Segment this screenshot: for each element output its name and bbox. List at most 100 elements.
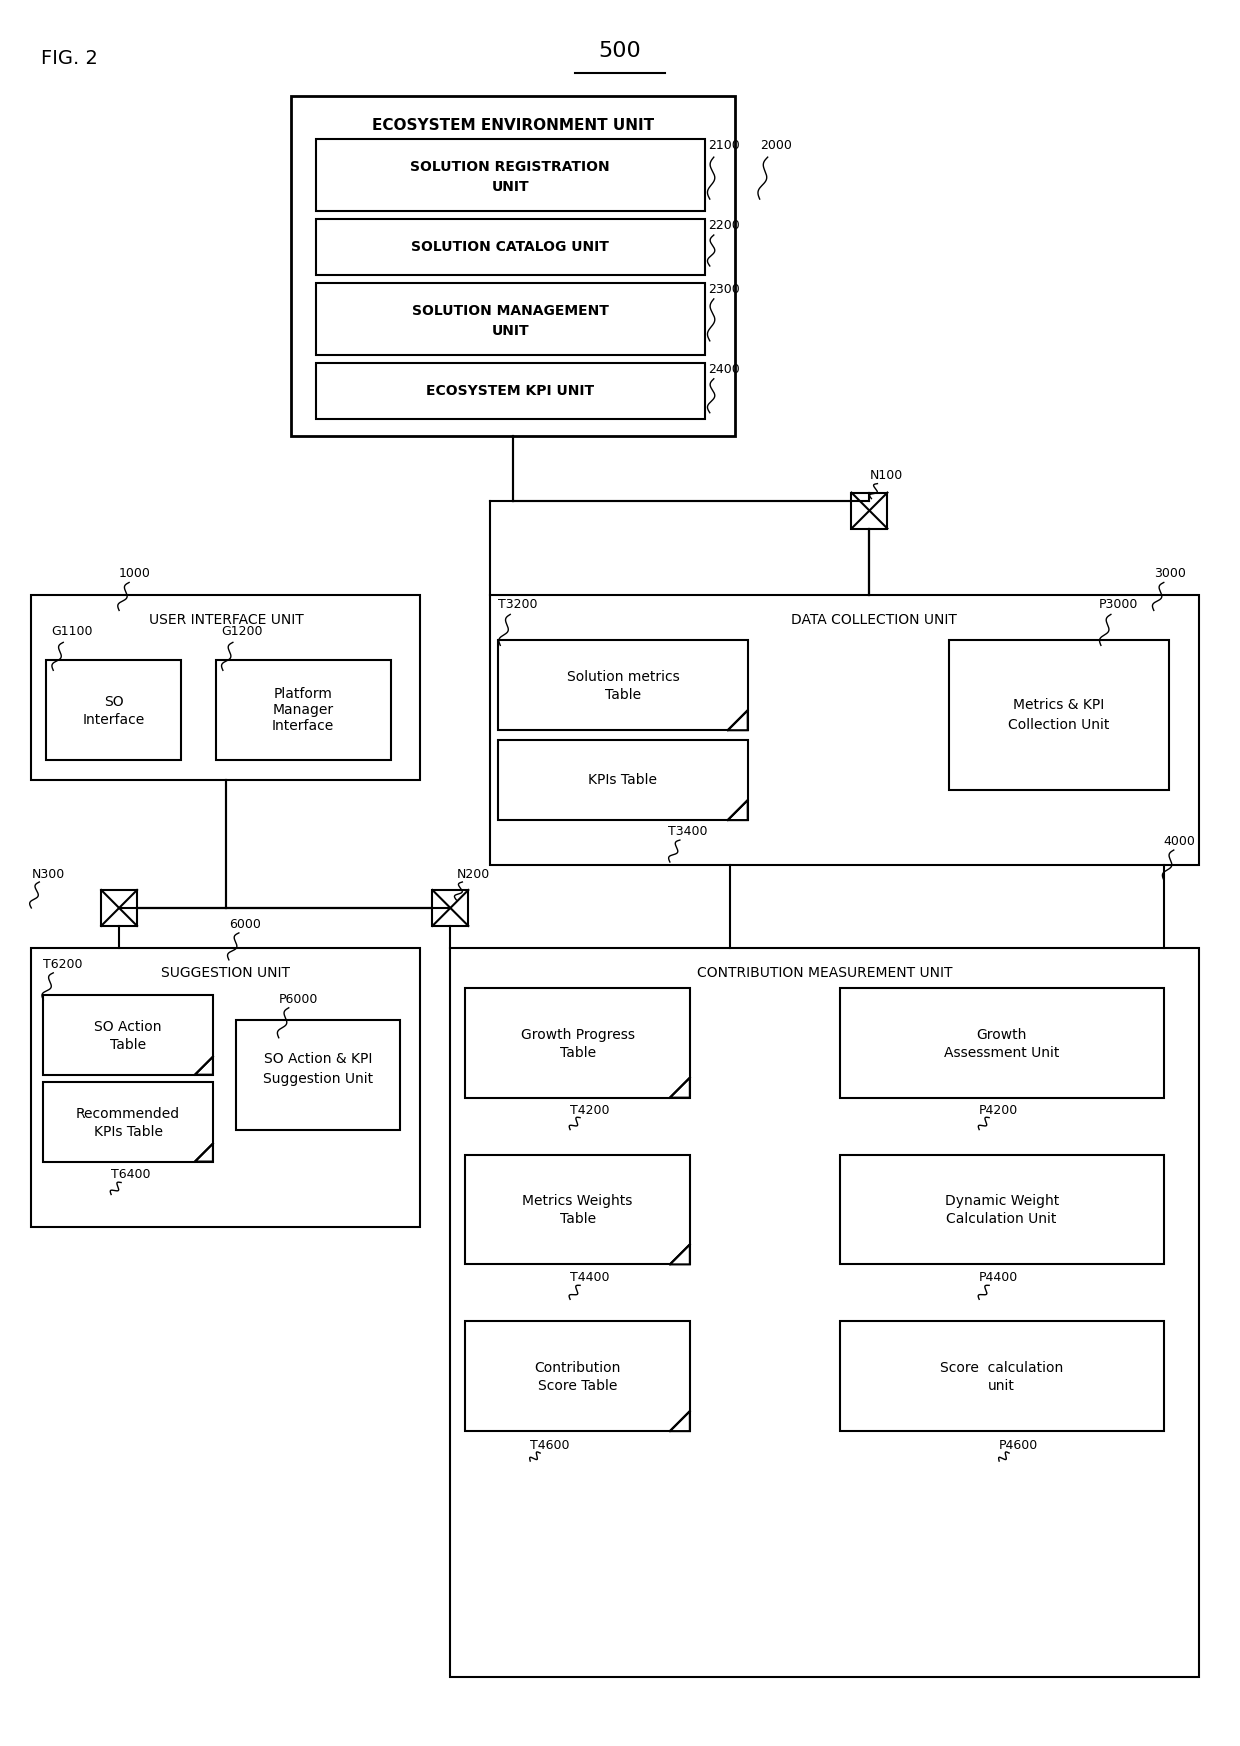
- Text: Recommended: Recommended: [76, 1107, 180, 1121]
- Text: 2400: 2400: [708, 363, 739, 375]
- Polygon shape: [670, 1245, 689, 1264]
- Text: Metrics Weights: Metrics Weights: [522, 1194, 632, 1208]
- Text: Contribution: Contribution: [534, 1362, 621, 1376]
- Text: T3200: T3200: [498, 599, 538, 611]
- Text: Solution metrics: Solution metrics: [567, 670, 680, 684]
- Text: 2100: 2100: [708, 140, 739, 152]
- Text: Table: Table: [559, 1046, 595, 1060]
- Text: Table: Table: [559, 1212, 595, 1226]
- Text: 2000: 2000: [760, 140, 791, 152]
- Text: unit: unit: [988, 1379, 1016, 1393]
- Text: Interface: Interface: [272, 719, 335, 733]
- Text: N200: N200: [456, 868, 490, 882]
- Text: KPIs Table: KPIs Table: [93, 1124, 162, 1138]
- Bar: [433, 890, 469, 925]
- Text: 500: 500: [599, 42, 641, 61]
- Text: P4400: P4400: [980, 1271, 1018, 1285]
- Text: Growth Progress: Growth Progress: [521, 1028, 635, 1042]
- Bar: [46, 660, 181, 760]
- Bar: [465, 1154, 689, 1264]
- Text: SOLUTION CATALOG UNIT: SOLUTION CATALOG UNIT: [412, 239, 609, 253]
- Bar: [316, 283, 704, 354]
- Text: DATA COLLECTION UNIT: DATA COLLECTION UNIT: [791, 613, 957, 627]
- Bar: [316, 363, 704, 419]
- Text: KPIs Table: KPIs Table: [589, 773, 657, 787]
- Text: SOLUTION MANAGEMENT: SOLUTION MANAGEMENT: [412, 304, 609, 318]
- Text: G1200: G1200: [221, 625, 263, 639]
- Polygon shape: [195, 1056, 213, 1076]
- Bar: [465, 988, 689, 1098]
- Polygon shape: [670, 1077, 689, 1098]
- Bar: [31, 948, 420, 1227]
- Text: Dynamic Weight: Dynamic Weight: [945, 1194, 1059, 1208]
- Text: T4400: T4400: [570, 1271, 610, 1285]
- Text: SO: SO: [104, 695, 124, 709]
- Text: 3000: 3000: [1153, 567, 1185, 580]
- Text: Table: Table: [605, 688, 641, 702]
- Text: T6400: T6400: [112, 1168, 150, 1180]
- Text: SO Action & KPI: SO Action & KPI: [264, 1051, 372, 1065]
- Text: T3400: T3400: [668, 826, 707, 838]
- Bar: [852, 492, 888, 529]
- Text: Score  calculation: Score calculation: [940, 1362, 1063, 1376]
- Text: 2200: 2200: [708, 218, 739, 232]
- Text: P6000: P6000: [279, 993, 319, 1006]
- Text: 6000: 6000: [229, 918, 260, 931]
- Text: N300: N300: [31, 868, 64, 882]
- Text: Calculation Unit: Calculation Unit: [946, 1212, 1056, 1226]
- Text: T4200: T4200: [570, 1103, 610, 1117]
- Text: P3000: P3000: [1099, 599, 1138, 611]
- Bar: [839, 1322, 1164, 1432]
- Bar: [465, 1322, 689, 1432]
- Bar: [43, 1083, 213, 1161]
- Text: N100: N100: [869, 468, 903, 482]
- Polygon shape: [670, 1411, 689, 1432]
- Text: Platform: Platform: [274, 688, 332, 702]
- Bar: [290, 96, 735, 436]
- Text: ECOSYSTEM ENVIRONMENT UNIT: ECOSYSTEM ENVIRONMENT UNIT: [372, 119, 653, 133]
- Text: Suggestion Unit: Suggestion Unit: [263, 1072, 373, 1086]
- Bar: [498, 641, 748, 730]
- Bar: [316, 218, 704, 274]
- Text: P4600: P4600: [999, 1439, 1038, 1453]
- Text: Assessment Unit: Assessment Unit: [944, 1046, 1059, 1060]
- Text: 2300: 2300: [708, 283, 739, 295]
- Text: Growth: Growth: [976, 1028, 1027, 1042]
- Text: Table: Table: [110, 1037, 146, 1051]
- Bar: [236, 1020, 401, 1130]
- Text: CONTRIBUTION MEASUREMENT UNIT: CONTRIBUTION MEASUREMENT UNIT: [697, 966, 952, 980]
- Text: Manager: Manager: [273, 704, 334, 718]
- Text: T6200: T6200: [43, 959, 83, 971]
- Bar: [950, 641, 1169, 791]
- Text: SOLUTION REGISTRATION: SOLUTION REGISTRATION: [410, 161, 610, 175]
- Text: SUGGESTION UNIT: SUGGESTION UNIT: [161, 966, 290, 980]
- Text: 4000: 4000: [1164, 835, 1195, 849]
- Polygon shape: [728, 800, 748, 821]
- Text: Collection Unit: Collection Unit: [1008, 718, 1110, 732]
- Polygon shape: [728, 711, 748, 730]
- Text: UNIT: UNIT: [491, 180, 529, 194]
- Bar: [43, 995, 213, 1076]
- Bar: [216, 660, 391, 760]
- Text: 1000: 1000: [119, 567, 151, 580]
- Text: USER INTERFACE UNIT: USER INTERFACE UNIT: [149, 613, 304, 627]
- Bar: [490, 595, 1199, 864]
- Text: UNIT: UNIT: [491, 323, 529, 339]
- Text: T4600: T4600: [531, 1439, 569, 1453]
- Text: Interface: Interface: [83, 714, 145, 728]
- Bar: [839, 1154, 1164, 1264]
- Text: Score Table: Score Table: [538, 1379, 618, 1393]
- Bar: [839, 988, 1164, 1098]
- Text: FIG. 2: FIG. 2: [41, 49, 98, 68]
- Bar: [102, 890, 138, 925]
- Text: Metrics & KPI: Metrics & KPI: [1013, 698, 1105, 712]
- Bar: [316, 140, 704, 211]
- Bar: [450, 948, 1199, 1676]
- Text: ECOSYSTEM KPI UNIT: ECOSYSTEM KPI UNIT: [427, 384, 594, 398]
- Bar: [498, 740, 748, 821]
- Text: SO Action: SO Action: [94, 1020, 162, 1034]
- Text: P4200: P4200: [980, 1103, 1018, 1117]
- Polygon shape: [195, 1144, 213, 1161]
- Bar: [31, 595, 420, 780]
- Text: G1100: G1100: [51, 625, 93, 639]
